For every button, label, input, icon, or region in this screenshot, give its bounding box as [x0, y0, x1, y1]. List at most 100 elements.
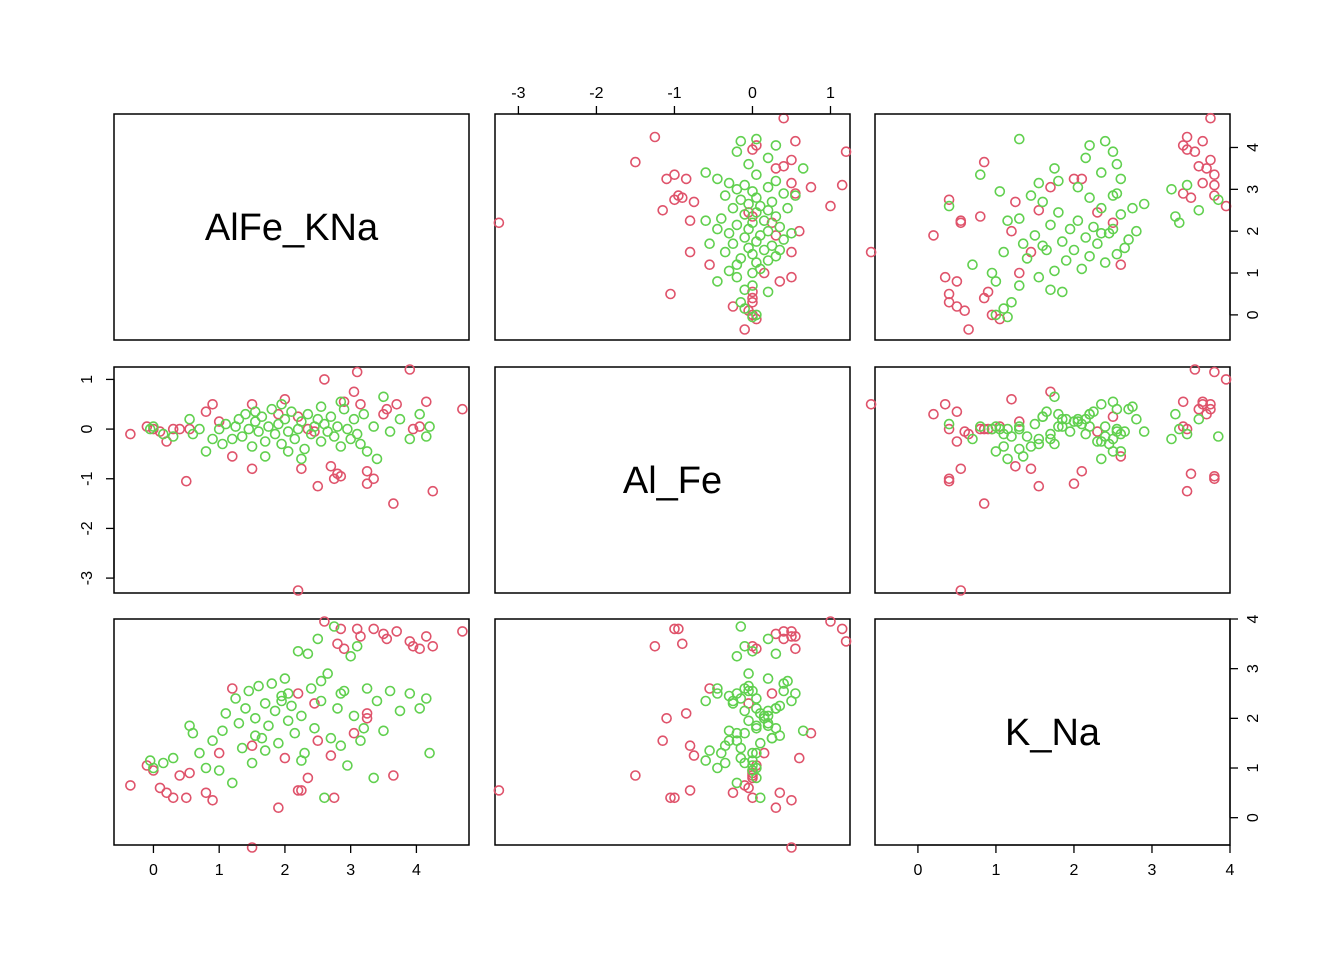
- data-point: [731, 271, 743, 283]
- data-point: [378, 725, 389, 737]
- data-point: [739, 284, 751, 296]
- data-point: [986, 267, 998, 279]
- data-point: [704, 259, 715, 271]
- data-point: [778, 626, 790, 637]
- data-point: [649, 131, 661, 143]
- data-point: [348, 413, 360, 425]
- data-point: [731, 184, 743, 195]
- tick-label: 4: [1245, 143, 1262, 152]
- data-point: [1205, 403, 1216, 415]
- data-point: [1138, 426, 1150, 437]
- data-point: [1096, 228, 1107, 239]
- data-point: [309, 698, 320, 709]
- data-point: [661, 712, 672, 724]
- tick-label: 0: [913, 862, 922, 879]
- data-point: [286, 406, 297, 418]
- data-point: [1123, 234, 1134, 245]
- data-point: [187, 727, 199, 739]
- data-point: [959, 426, 971, 437]
- data-point: [778, 112, 790, 124]
- data-point: [790, 631, 801, 642]
- data-point: [213, 765, 225, 776]
- data-point: [770, 175, 782, 187]
- data-point: [770, 802, 782, 814]
- data-point: [840, 636, 852, 647]
- data-point: [939, 271, 951, 283]
- data-point: [227, 777, 238, 789]
- data-point: [786, 271, 797, 283]
- data-point: [743, 198, 754, 210]
- data-point: [719, 246, 731, 258]
- data-point: [778, 685, 790, 697]
- tick-label: -1: [79, 472, 96, 486]
- data-point: [240, 703, 251, 714]
- data-point: [865, 246, 877, 258]
- data-point: [986, 423, 998, 435]
- tick-label: 0: [1245, 310, 1262, 319]
- data-point: [457, 403, 468, 415]
- data-point: [1099, 135, 1111, 147]
- data-point: [688, 196, 700, 208]
- data-point: [296, 463, 307, 475]
- data-point: [276, 398, 287, 410]
- data-point: [1072, 215, 1084, 226]
- data-point: [493, 217, 505, 229]
- data-point: [978, 498, 990, 509]
- data-point: [731, 727, 743, 739]
- data-point: [731, 650, 743, 662]
- data-point: [790, 688, 801, 699]
- data-point: [227, 433, 238, 445]
- data-point: [712, 762, 723, 774]
- data-point: [790, 190, 801, 201]
- data-point: [312, 633, 324, 645]
- data-point: [955, 463, 967, 475]
- data-point: [371, 453, 383, 465]
- data-point: [774, 244, 786, 256]
- data-point: [836, 179, 848, 191]
- tick-label: 1: [826, 85, 835, 102]
- data-point: [1197, 396, 1208, 408]
- data-point: [1115, 259, 1127, 271]
- data-point: [657, 205, 669, 216]
- data-point: [1220, 374, 1232, 385]
- data-point: [217, 438, 228, 450]
- data-point: [770, 703, 782, 714]
- data-point: [296, 785, 307, 796]
- data-point: [739, 232, 751, 243]
- tick-label: 3: [1245, 664, 1262, 673]
- data-point: [1084, 192, 1095, 203]
- data-point: [1041, 244, 1052, 256]
- data-point: [125, 780, 136, 791]
- tick-label: 2: [1070, 862, 1079, 879]
- data-point: [351, 428, 363, 440]
- data-point: [786, 842, 797, 853]
- data-point: [368, 421, 380, 432]
- data-point: [712, 223, 723, 235]
- tick-label: -2: [589, 85, 603, 102]
- data-point: [315, 695, 327, 707]
- data-point: [840, 146, 852, 157]
- data-point: [751, 309, 762, 321]
- data-point: [743, 685, 754, 697]
- data-point: [1096, 202, 1107, 214]
- data-point: [1045, 428, 1056, 440]
- data-point: [786, 177, 797, 189]
- data-point: [250, 712, 261, 724]
- data-point: [1045, 284, 1056, 296]
- data-point: [381, 633, 393, 645]
- data-point: [723, 265, 735, 277]
- data-point: [1025, 463, 1037, 475]
- data-point: [407, 423, 419, 435]
- data-point: [259, 745, 271, 756]
- data-point: [786, 794, 797, 806]
- data-point: [1013, 280, 1025, 291]
- data-point: [259, 436, 271, 447]
- data-point: [391, 398, 403, 410]
- tick-label: 2: [280, 862, 289, 879]
- variable-label-Al_Fe: Al_Fe: [623, 460, 722, 502]
- data-point: [1181, 428, 1193, 440]
- data-point: [253, 680, 264, 692]
- tick-label: 0: [79, 425, 96, 434]
- data-point: [213, 423, 225, 435]
